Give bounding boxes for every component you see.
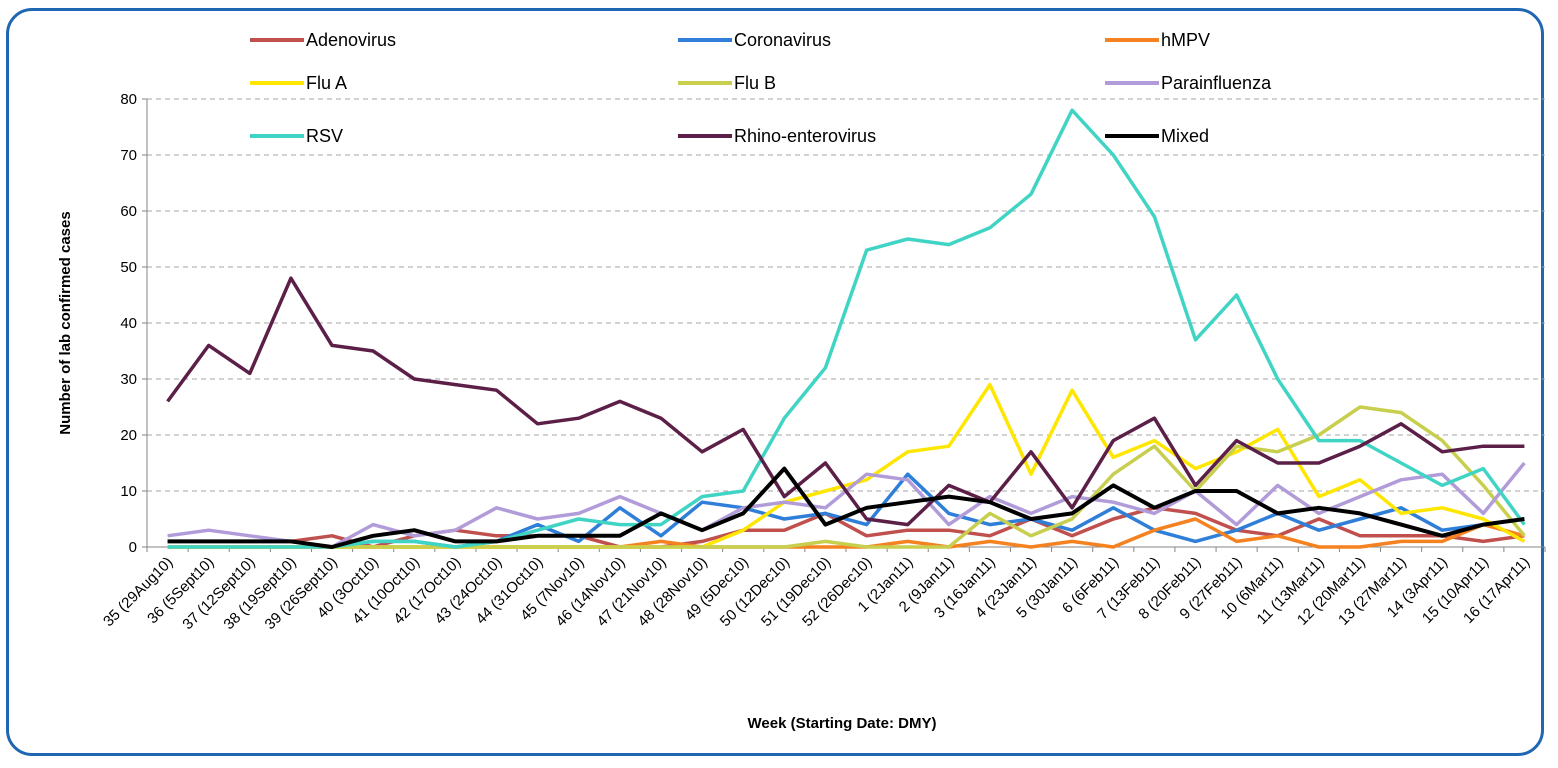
y-tick-labels: 0 10 20 30 40 50 60 70 80 (120, 91, 137, 556)
y-tick-label: 80 (120, 91, 137, 108)
legend-label-flu-b: Flu B (734, 73, 776, 93)
legend-label-rhino-enterovirus: Rhino-enterovirus (734, 126, 876, 146)
series-lines (166, 108, 1526, 549)
legend-label-rsv: RSV (306, 126, 343, 146)
axes (142, 98, 1546, 552)
legend-label-coronavirus: Coronavirus (734, 30, 831, 50)
y-tick-label: 70 (120, 147, 137, 164)
y-tick-label: 50 (120, 259, 137, 276)
grid-lines (147, 98, 1545, 492)
legend-label-hmpv: hMPV (1161, 30, 1210, 50)
series-line-flu-b (167, 405, 1526, 549)
chart-frame (6, 8, 1544, 756)
x-tick-label: 35 (29Aug10) (100, 554, 176, 630)
x-tick-labels: 35 (29Aug10)36 (5Sept10)37 (12Sept10)38 … (100, 554, 1533, 633)
y-tick-label: 20 (120, 427, 137, 444)
y-tick-label: 0 (129, 539, 137, 556)
x-axis-title: Week (Starting Date: DMY) (748, 715, 937, 732)
y-tick-label: 30 (120, 371, 137, 388)
legend-label-parainfluenza: Parainfluenza (1161, 73, 1272, 93)
legend: Adenovirus Coronavirus hMPV Flu A Flu B Parai… (250, 30, 1272, 146)
y-axis-title: Number of lab confirmed cases (57, 211, 74, 434)
series-line-rhino-enterovirus (166, 276, 1525, 527)
y-tick-label: 60 (120, 203, 137, 220)
series-line-rsv (167, 108, 1526, 549)
y-tick-label: 40 (120, 315, 137, 332)
series-line-mixed (167, 466, 1525, 549)
legend-label-adenovirus: Adenovirus (306, 30, 396, 50)
legend-label-flu-a: Flu A (306, 73, 347, 93)
legend-label-mixed: Mixed (1161, 126, 1209, 146)
y-tick-label: 10 (120, 483, 137, 500)
